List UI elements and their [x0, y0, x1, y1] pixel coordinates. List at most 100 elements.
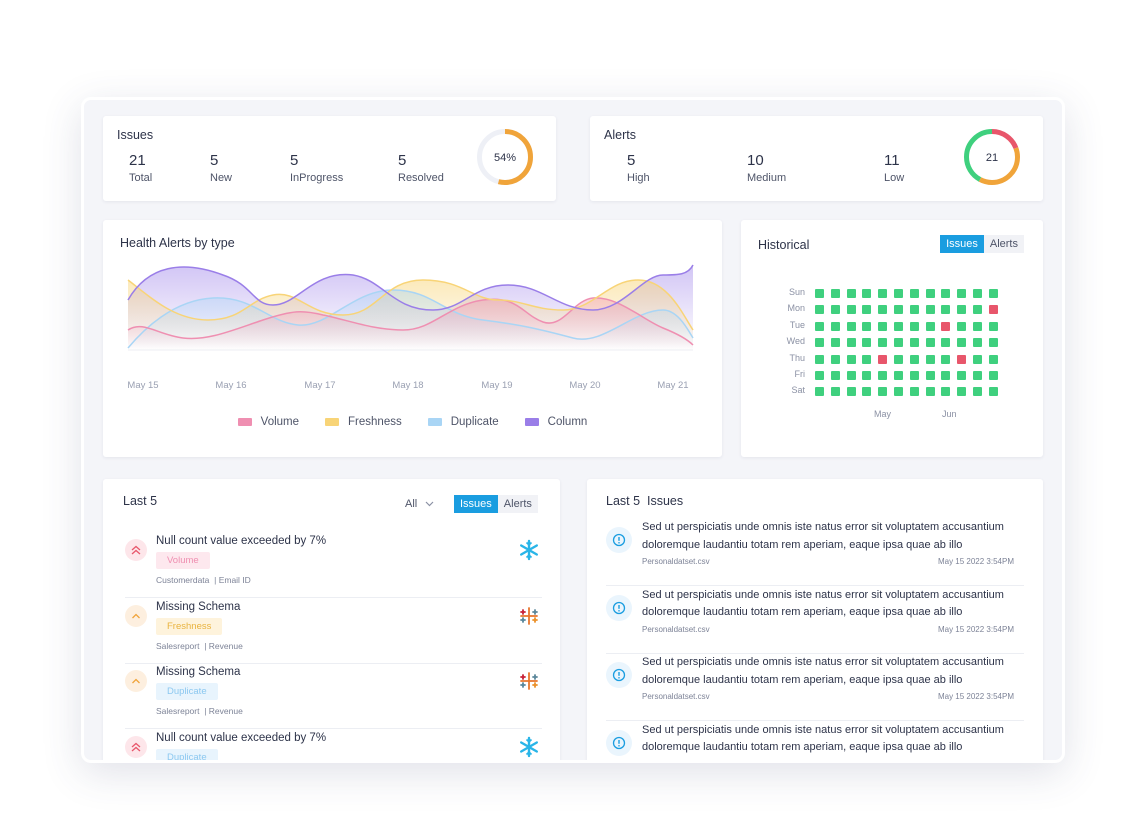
heatmap-cell[interactable] [973, 387, 982, 397]
heatmap-cell[interactable] [925, 387, 935, 397]
heatmap-cell[interactable] [830, 305, 840, 315]
alerts-medium-stat[interactable]: 10 Medium [747, 152, 786, 184]
list-item[interactable]: Missing Schema Duplicate Salesreport | Rev… [125, 664, 542, 729]
heatmap-cell[interactable] [909, 387, 919, 397]
last5-issues-tab[interactable]: Issues [454, 495, 498, 513]
heatmap-cell[interactable] [973, 305, 982, 315]
heatmap-cell[interactable] [957, 354, 967, 364]
heatmap-cell[interactable] [815, 371, 824, 380]
heatmap-cell[interactable] [941, 354, 951, 364]
heatmap-cell[interactable] [830, 354, 840, 364]
list-item[interactable]: Sed ut perspiciatis unde omnis iste natu… [606, 519, 1024, 586]
heatmap-cell[interactable] [894, 354, 903, 364]
heatmap-cell[interactable] [941, 289, 951, 298]
heatmap-cell[interactable] [957, 387, 967, 397]
heatmap-cell[interactable] [988, 289, 998, 298]
heatmap-cell[interactable] [973, 338, 982, 348]
heatmap-cell[interactable] [846, 321, 856, 331]
heatmap-cell[interactable] [862, 338, 872, 348]
heatmap-cell[interactable] [878, 305, 888, 315]
legend-item-column[interactable]: Column [524, 416, 587, 428]
heatmap-cell[interactable] [925, 289, 935, 298]
heatmap-cell[interactable] [909, 338, 919, 348]
heatmap-cell[interactable] [894, 338, 903, 348]
last5-alerts-tab[interactable]: Alerts [497, 495, 538, 513]
heatmap-cell[interactable] [830, 338, 840, 348]
heatmap-cell[interactable] [957, 338, 967, 348]
heatmap-cell[interactable] [957, 289, 967, 298]
issues-total-stat[interactable]: 21 Total [129, 152, 152, 184]
heatmap-cell[interactable] [862, 305, 872, 315]
legend-item-duplicate[interactable]: Duplicate [427, 416, 499, 428]
heatmap-cell[interactable] [894, 289, 903, 298]
heatmap-cell[interactable] [973, 289, 982, 298]
heatmap-cell[interactable] [878, 321, 888, 331]
issues-resolved-stat[interactable]: 5 Resolved [398, 152, 444, 184]
heatmap-cell[interactable] [941, 305, 951, 315]
heatmap-cell[interactable] [957, 321, 967, 331]
heatmap-cell[interactable] [894, 387, 903, 397]
heatmap-cell[interactable] [941, 321, 951, 331]
heatmap-cell[interactable] [846, 371, 856, 380]
list-item[interactable]: Sed ut perspiciatis unde omnis iste natu… [606, 587, 1024, 654]
filter-dropdown[interactable]: All [405, 498, 434, 510]
heatmap-cell[interactable] [894, 371, 903, 380]
heatmap-cell[interactable] [988, 371, 998, 380]
heatmap-cell[interactable] [894, 305, 903, 315]
issues-new-stat[interactable]: 5 New [210, 152, 232, 184]
heatmap-cell[interactable] [878, 354, 888, 364]
heatmap-cell[interactable] [878, 371, 888, 380]
heatmap-cell[interactable] [846, 387, 856, 397]
heatmap-cell[interactable] [830, 289, 840, 298]
heatmap-cell[interactable] [815, 338, 824, 348]
heatmap-cell[interactable] [878, 387, 888, 397]
heatmap-cell[interactable] [973, 354, 982, 364]
heatmap-cell[interactable] [862, 354, 872, 364]
heatmap-cell[interactable] [862, 321, 872, 331]
heatmap-cell[interactable] [878, 289, 888, 298]
heatmap-cell[interactable] [988, 354, 998, 364]
heatmap-cell[interactable] [846, 338, 856, 348]
heatmap-cell[interactable] [925, 371, 935, 380]
heatmap-cell[interactable] [988, 338, 998, 348]
heatmap-cell[interactable] [830, 371, 840, 380]
alerts-high-stat[interactable]: 5 High [627, 152, 650, 184]
heatmap-cell[interactable] [878, 338, 888, 348]
list-item[interactable]: Null count value exceeded by 7% Duplicate [125, 730, 542, 760]
heatmap-cell[interactable] [909, 321, 919, 331]
heatmap-cell[interactable] [846, 305, 856, 315]
heatmap-cell[interactable] [909, 289, 919, 298]
heatmap-cell[interactable] [925, 321, 935, 331]
heatmap-cell[interactable] [846, 289, 856, 298]
heatmap-cell[interactable] [925, 354, 935, 364]
list-item[interactable]: Sed ut perspiciatis unde omnis iste natu… [606, 654, 1024, 721]
heatmap-cell[interactable] [973, 371, 982, 380]
heatmap-cell[interactable] [941, 371, 951, 380]
heatmap-cell[interactable] [894, 321, 903, 331]
heatmap-cell[interactable] [815, 387, 824, 397]
list-item[interactable]: Sed ut perspiciatis unde omnis iste natu… [606, 722, 1024, 761]
historical-issues-tab[interactable]: Issues [940, 235, 984, 253]
issues-inprogress-stat[interactable]: 5 InProgress [290, 152, 343, 184]
heatmap-cell[interactable] [862, 387, 872, 397]
heatmap-cell[interactable] [925, 338, 935, 348]
heatmap-cell[interactable] [973, 321, 982, 331]
list-item[interactable]: Null count value exceeded by 7% Volume Cus… [125, 533, 542, 598]
heatmap-cell[interactable] [815, 354, 824, 364]
heatmap-cell[interactable] [815, 321, 824, 331]
heatmap-cell[interactable] [830, 321, 840, 331]
heatmap-cell[interactable] [862, 371, 872, 380]
heatmap-cell[interactable] [957, 305, 967, 315]
list-item[interactable]: Missing Schema Freshness Salesreport | Rev… [125, 599, 542, 664]
heatmap-cell[interactable] [862, 289, 872, 298]
alerts-low-stat[interactable]: 11 Low [884, 152, 904, 184]
historical-alerts-tab[interactable]: Alerts [983, 235, 1024, 253]
heatmap-cell[interactable] [941, 387, 951, 397]
legend-item-freshness[interactable]: Freshness [325, 416, 402, 428]
heatmap-cell[interactable] [909, 354, 919, 364]
heatmap-cell[interactable] [941, 338, 951, 348]
heatmap-cell[interactable] [988, 387, 998, 397]
heatmap-cell[interactable] [957, 371, 967, 380]
heatmap-cell[interactable] [909, 371, 919, 380]
heatmap-cell[interactable] [815, 305, 824, 315]
